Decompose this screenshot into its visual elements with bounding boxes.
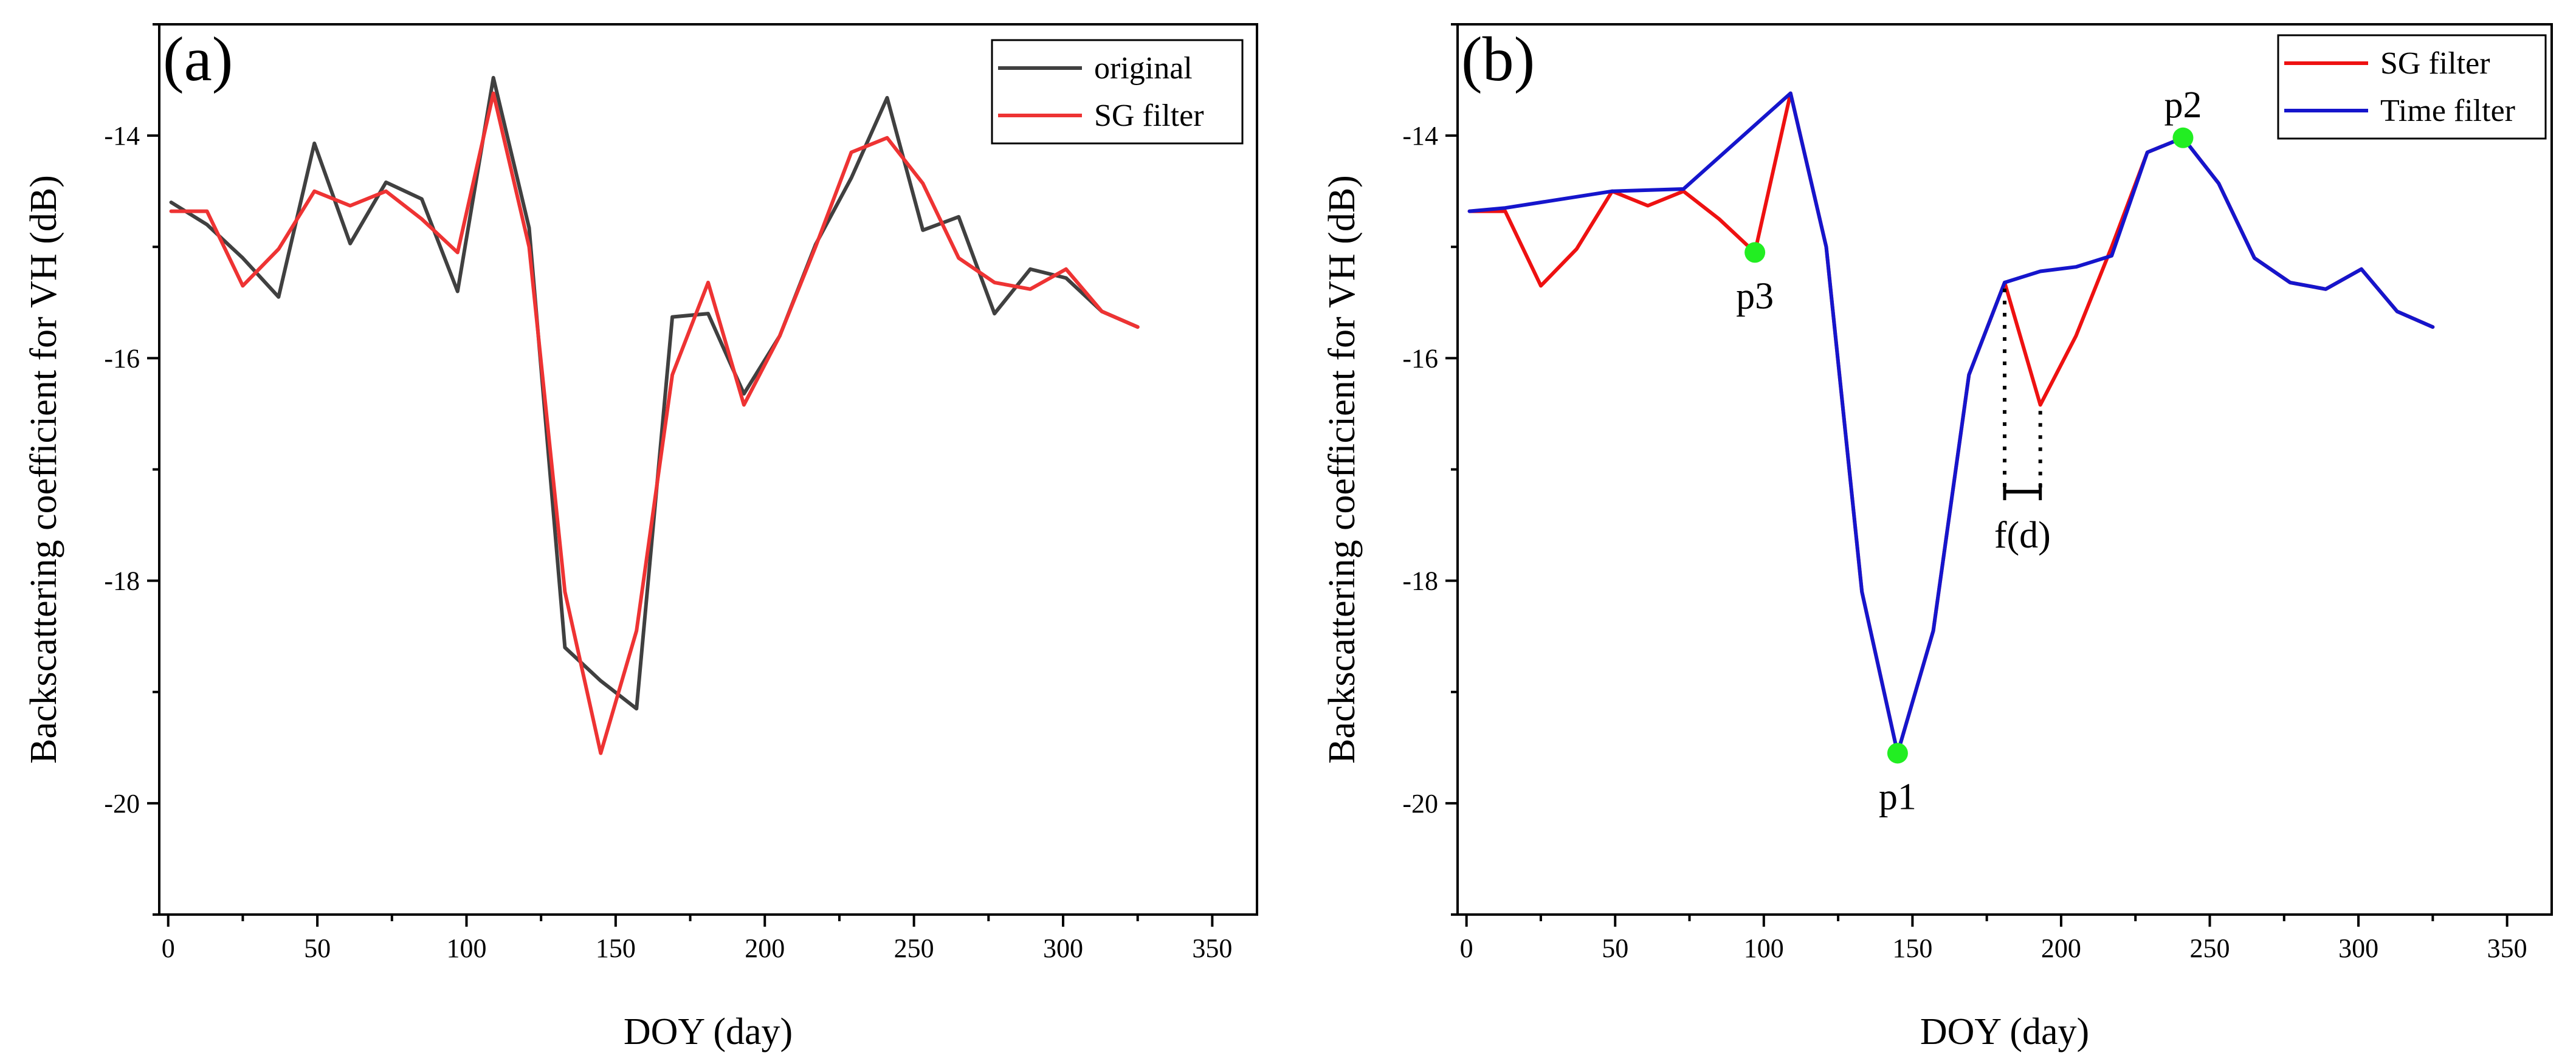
x-tick-label: 300 xyxy=(1043,933,1083,963)
y-axis-title: Backscattering coefficient for VH (dB) xyxy=(23,175,64,764)
legend-box xyxy=(2277,34,2547,140)
plot-frame xyxy=(158,23,1258,916)
x-tick-label: 200 xyxy=(2041,933,2081,963)
marker-label-p1: p1 xyxy=(1879,776,1917,817)
y-tick-label: -20 xyxy=(1402,789,1438,819)
x-tick-label: 200 xyxy=(745,933,785,963)
y-tick-label: -16 xyxy=(1402,343,1438,373)
plot-frame xyxy=(1456,23,2553,916)
marker-label-p2: p2 xyxy=(2164,84,2202,126)
series-line-sg-filter xyxy=(169,91,1140,755)
legend-label: SG filter xyxy=(2380,46,2490,81)
x-tick-label: 50 xyxy=(304,933,331,963)
x-tick-label: 100 xyxy=(1744,933,1784,963)
series-line-original xyxy=(169,75,1140,711)
y-tick-label: -18 xyxy=(104,566,140,596)
marker-label-p3: p3 xyxy=(1736,275,1774,317)
legend-label: SG filter xyxy=(1094,98,1204,133)
x-axis-title: DOY (day) xyxy=(1920,1011,2089,1052)
marker-p2 xyxy=(2172,127,2194,148)
panel-label: (a) xyxy=(163,24,233,94)
y-tick-label: -20 xyxy=(104,789,140,819)
x-tick-label: 150 xyxy=(596,933,636,963)
series-line-time-filter xyxy=(1467,91,2435,755)
y-axis-title: Backscattering coefficient for VH (dB) xyxy=(1321,175,1363,764)
x-tick-label: 100 xyxy=(446,933,486,963)
panel-b-chart: 0 50 100 150 200 250 300 350 -20 -18 -16 -14 DOY (da… xyxy=(1321,23,2553,1052)
x-tick-label: 300 xyxy=(2338,933,2378,963)
legend-label: original xyxy=(1094,51,1193,86)
x-axis-title: DOY (day) xyxy=(624,1011,793,1052)
x-tick-label: 0 xyxy=(162,933,175,963)
marker-p3 xyxy=(1744,242,1766,263)
y-tick-label: -16 xyxy=(104,343,140,373)
y-tick-label: -18 xyxy=(1402,566,1438,596)
x-tick-label: 150 xyxy=(1892,933,1932,963)
legend-label: Time filter xyxy=(2380,94,2515,128)
x-tick-label: 50 xyxy=(1602,933,1628,963)
panel-a-chart: 0 50 100 150 200 250 300 350 -20 -18 -16 -14 DOY (da… xyxy=(23,23,1258,1052)
y-tick-label: -14 xyxy=(104,121,140,151)
interval-label: f(d) xyxy=(1994,515,2051,556)
x-tick-label: 250 xyxy=(894,933,934,963)
x-tick-label: 250 xyxy=(2190,933,2230,963)
marker-p1 xyxy=(1887,743,1908,764)
x-tick-label: 350 xyxy=(2487,933,2527,963)
panel-label: (b) xyxy=(1461,24,1535,94)
x-tick-label: 350 xyxy=(1192,933,1232,963)
x-tick-label: 0 xyxy=(1460,933,1473,963)
y-tick-label: -14 xyxy=(1402,121,1438,151)
legend-box xyxy=(991,39,1244,145)
